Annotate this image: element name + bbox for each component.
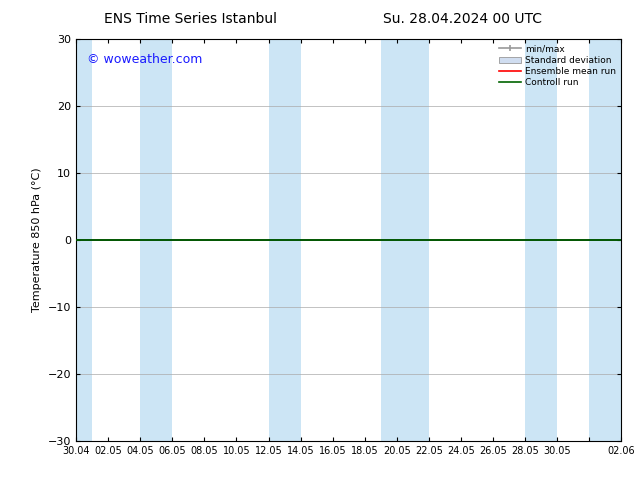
Bar — [589, 39, 621, 441]
Bar — [525, 39, 557, 441]
Text: © woweather.com: © woweather.com — [87, 53, 202, 66]
Bar — [140, 39, 172, 441]
Text: Su. 28.04.2024 00 UTC: Su. 28.04.2024 00 UTC — [384, 12, 542, 26]
Y-axis label: Temperature 850 hPa (°C): Temperature 850 hPa (°C) — [32, 168, 42, 313]
Bar — [269, 39, 301, 441]
Bar — [76, 39, 92, 441]
Bar — [381, 39, 429, 441]
Text: ENS Time Series Istanbul: ENS Time Series Istanbul — [104, 12, 276, 26]
Legend: min/max, Standard deviation, Ensemble mean run, Controll run: min/max, Standard deviation, Ensemble me… — [495, 41, 619, 91]
